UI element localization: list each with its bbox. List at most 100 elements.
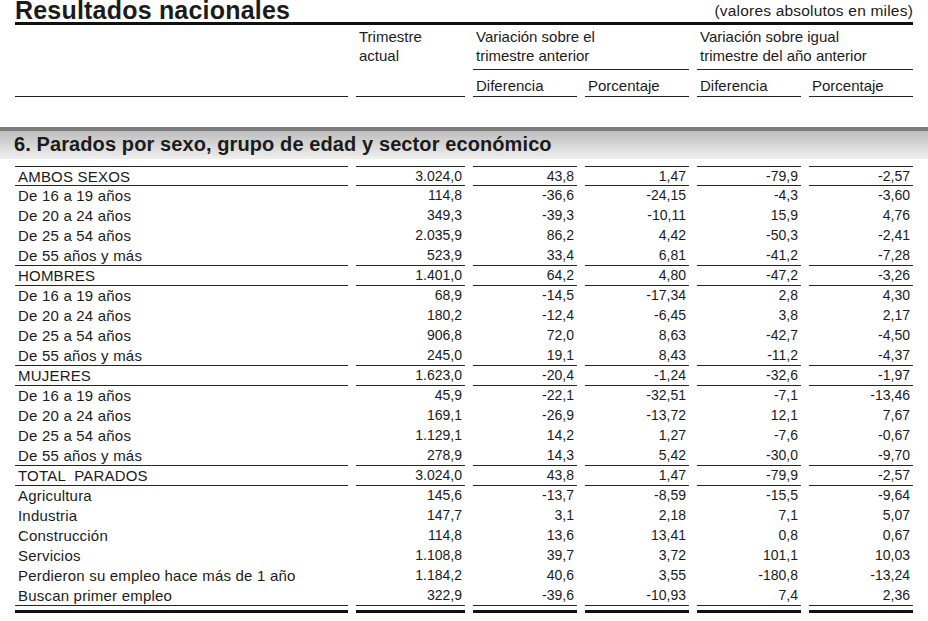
cell-pct-year-ago: -0,67 [809, 426, 913, 446]
cell-pct-prev-quarter: 8,43 [585, 346, 689, 366]
row-label: AMBOS SEXOS [15, 166, 348, 186]
cell-diff-year-ago: 101,1 [697, 546, 801, 566]
cell-pct-prev-quarter: -24,15 [585, 186, 689, 206]
cell-pct-prev-quarter: 4,42 [585, 226, 689, 246]
cell-current-quarter: 169,1 [356, 406, 465, 426]
cell-pct-prev-quarter: 5,42 [585, 446, 689, 466]
cell-diff-year-ago: -11,2 [697, 346, 801, 366]
cell-diff-prev-quarter: -20,4 [473, 366, 577, 386]
cell-current-quarter: 1.108,8 [356, 546, 465, 566]
cell-current-quarter: 1.129,1 [356, 426, 465, 446]
section-title: 6. Parados por sexo, grupo de edad y sec… [0, 131, 928, 158]
table-row: De 25 a 54 años 1.129,1 14,2 1,27 -7,6 -… [15, 426, 913, 446]
cell-pct-prev-quarter: -1,24 [585, 366, 689, 386]
cell-current-quarter: 114,8 [356, 526, 465, 546]
cell-pct-prev-quarter: 2,18 [585, 506, 689, 526]
cell-diff-year-ago: 0,8 [697, 526, 801, 546]
cell-pct-prev-quarter: -13,72 [585, 406, 689, 426]
cell-pct-prev-quarter: 3,55 [585, 566, 689, 586]
cell-diff-prev-quarter: 19,1 [473, 346, 577, 366]
row-label: De 20 a 24 años [15, 206, 348, 226]
cell-pct-prev-quarter: 1,47 [585, 466, 689, 486]
cell-diff-year-ago: -79,9 [697, 166, 801, 186]
cell-diff-prev-quarter: -12,4 [473, 306, 577, 326]
subheader-percentage-year: Porcentaje [809, 70, 913, 97]
cell-diff-prev-quarter: 13,6 [473, 526, 577, 546]
units-note: (valores absolutos en miles) [714, 2, 913, 20]
cell-diff-prev-quarter: 14,2 [473, 426, 577, 446]
table-row: Construcción 114,8 13,6 13,41 0,8 0,67 [15, 526, 913, 546]
cell-diff-prev-quarter: 33,4 [473, 246, 577, 266]
cell-pct-year-ago: -2,57 [809, 466, 913, 486]
cell-diff-year-ago: 12,1 [697, 406, 801, 426]
row-label: De 55 años y más [15, 246, 348, 266]
cell-current-quarter: 1.401,0 [356, 266, 465, 286]
cell-pct-year-ago: 4,76 [809, 206, 913, 226]
cell-pct-prev-quarter: -6,45 [585, 306, 689, 326]
cell-diff-prev-quarter: 43,8 [473, 166, 577, 186]
cell-current-quarter: 147,7 [356, 506, 465, 526]
row-label: De 16 a 19 años [15, 386, 348, 406]
subheader-percentage-prev: Porcentaje [585, 70, 689, 97]
cell-current-quarter: 322,9 [356, 586, 465, 606]
row-label: De 20 a 24 años [15, 306, 348, 326]
cell-pct-year-ago: -13,46 [809, 386, 913, 406]
table-row: Servicios 1.108,8 39,7 3,72 101,1 10,03 [15, 546, 913, 566]
cell-diff-prev-quarter: 43,8 [473, 466, 577, 486]
cell-current-quarter: 2.035,9 [356, 226, 465, 246]
cell-pct-prev-quarter: 4,80 [585, 266, 689, 286]
cell-pct-year-ago: -2,57 [809, 166, 913, 186]
cell-pct-prev-quarter: 8,63 [585, 326, 689, 346]
cell-pct-prev-quarter: 1,47 [585, 166, 689, 186]
row-label: TOTAL PARADOS [15, 466, 348, 486]
cell-pct-year-ago: 5,07 [809, 506, 913, 526]
cell-diff-year-ago: 15,9 [697, 206, 801, 226]
cell-pct-prev-quarter: 1,27 [585, 426, 689, 446]
cell-current-quarter: 68,9 [356, 286, 465, 306]
col-header-current-quarter: Trimestre actual [356, 27, 465, 70]
subheader-current-quarter-spacer [356, 70, 465, 97]
cell-pct-year-ago: -9,64 [809, 486, 913, 506]
cell-current-quarter: 245,0 [356, 346, 465, 366]
unemployment-table: AMBOS SEXOS 3.024,0 43,8 1,47 -79,9 -2,5… [15, 166, 913, 613]
cell-current-quarter: 180,2 [356, 306, 465, 326]
cell-pct-year-ago: 0,67 [809, 526, 913, 546]
cell-pct-year-ago: 4,30 [809, 286, 913, 306]
row-label: De 20 a 24 años [15, 406, 348, 426]
cell-pct-prev-quarter: -32,51 [585, 386, 689, 406]
cell-diff-prev-quarter: -26,9 [473, 406, 577, 426]
table-row: De 20 a 24 años 349,3 -39,3 -10,11 15,9 … [15, 206, 913, 226]
row-label: Perdieron su empleo hace más de 1 año [15, 566, 348, 586]
table-row: Buscan primer empleo 322,9 -39,6 -10,93 … [15, 586, 913, 606]
cell-diff-year-ago: -79,9 [697, 466, 801, 486]
cell-pct-year-ago: -13,24 [809, 566, 913, 586]
row-label: Construcción [15, 526, 348, 546]
title-rule [15, 22, 913, 25]
row-label: MUJERES [15, 366, 348, 386]
table-row: De 16 a 19 años 114,8 -36,6 -24,15 -4,3 … [15, 186, 913, 206]
table-row: De 16 a 19 años 68,9 -14,5 -17,34 2,8 4,… [15, 286, 913, 306]
cell-diff-prev-quarter: -13,7 [473, 486, 577, 506]
cell-diff-year-ago: -42,7 [697, 326, 801, 346]
cell-diff-year-ago: -50,3 [697, 226, 801, 246]
cell-pct-year-ago: -9,70 [809, 446, 913, 466]
row-label: Buscan primer empleo [15, 586, 348, 606]
cell-diff-prev-quarter: 14,3 [473, 446, 577, 466]
cell-current-quarter: 1.623,0 [356, 366, 465, 386]
cell-diff-year-ago: 3,8 [697, 306, 801, 326]
table-row: Agricultura 145,6 -13,7 -8,59 -15,5 -9,6… [15, 486, 913, 506]
row-label: De 25 a 54 años [15, 226, 348, 246]
table-row: De 20 a 24 años 169,1 -26,9 -13,72 12,1 … [15, 406, 913, 426]
table-row: AMBOS SEXOS 3.024,0 43,8 1,47 -79,9 -2,5… [15, 166, 913, 186]
row-label: De 25 a 54 años [15, 326, 348, 346]
cell-diff-prev-quarter: 40,6 [473, 566, 577, 586]
cell-diff-year-ago: -30,0 [697, 446, 801, 466]
row-label: Industria [15, 506, 348, 526]
cell-current-quarter: 278,9 [356, 446, 465, 466]
cell-pct-year-ago: 7,67 [809, 406, 913, 426]
cell-pct-year-ago: -3,26 [809, 266, 913, 286]
cell-diff-prev-quarter: 3,1 [473, 506, 577, 526]
cell-diff-prev-quarter: -39,3 [473, 206, 577, 226]
cell-diff-year-ago: 7,1 [697, 506, 801, 526]
table-row: De 16 a 19 años 45,9 -22,1 -32,51 -7,1 -… [15, 386, 913, 406]
